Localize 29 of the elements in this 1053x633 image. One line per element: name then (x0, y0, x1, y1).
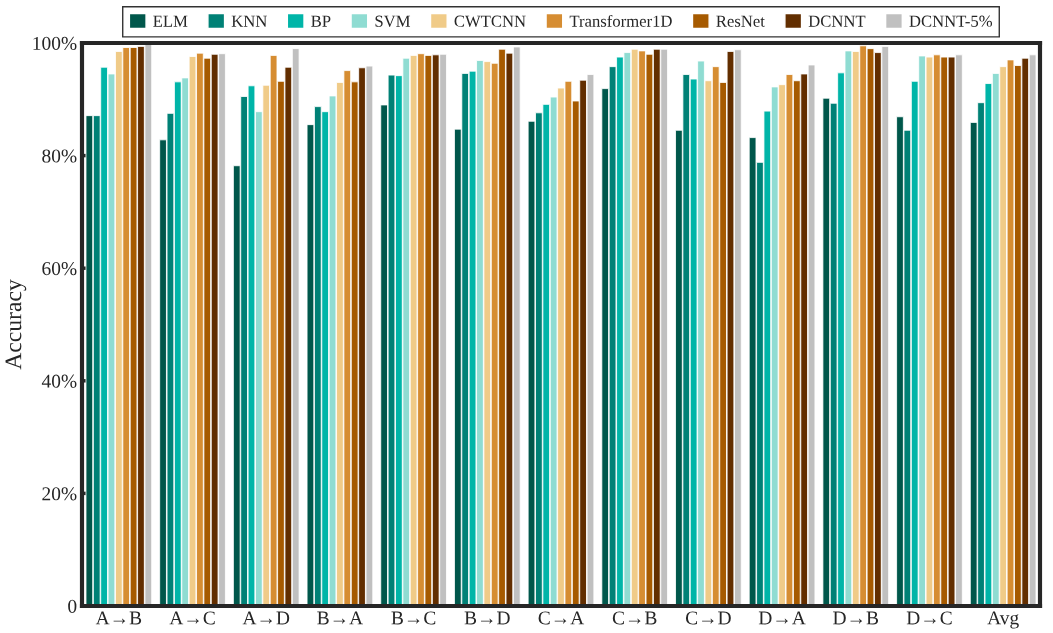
x-tick-label: D→A (758, 611, 806, 625)
x-tick-label: C→A (538, 611, 585, 625)
x-tick-label: B→A (317, 611, 364, 625)
y-tick-label: 40% (41, 374, 77, 388)
legend-label: ELM (153, 15, 188, 27)
y-tick-label: 100% (33, 36, 77, 50)
y-tick-label: 80% (42, 149, 77, 163)
y-tick-label: 60% (42, 262, 77, 276)
legend-label: ResNet (716, 15, 765, 27)
legend-label: BP (311, 15, 331, 27)
y-axis-title: Accuracy (5, 279, 27, 370)
legend-label: Transformer1D (569, 14, 672, 27)
legend-label: SVM (375, 15, 411, 27)
legend-label: DCNNT-5% (909, 15, 993, 27)
x-tick-label: B→C (391, 611, 436, 625)
legend-label: CWTCNN (454, 15, 526, 27)
y-tick-label: 20% (42, 487, 77, 501)
legend-label: KNN (231, 15, 267, 27)
legend-label: DCNNT (808, 15, 866, 27)
x-tick-label: C→D (685, 611, 731, 625)
x-tick-label: D→B (833, 611, 879, 625)
x-tick-label: A→D (242, 611, 290, 625)
x-tick-label: A→C (169, 611, 215, 625)
y-tick-label: 0 (68, 599, 77, 613)
x-tick-label: C→B (612, 611, 657, 625)
x-tick-label: B→D (464, 611, 510, 625)
x-tick-label: D→C (906, 611, 952, 625)
x-tick-label: A→B (95, 611, 142, 625)
x-tick-label: Avg (987, 611, 1019, 629)
